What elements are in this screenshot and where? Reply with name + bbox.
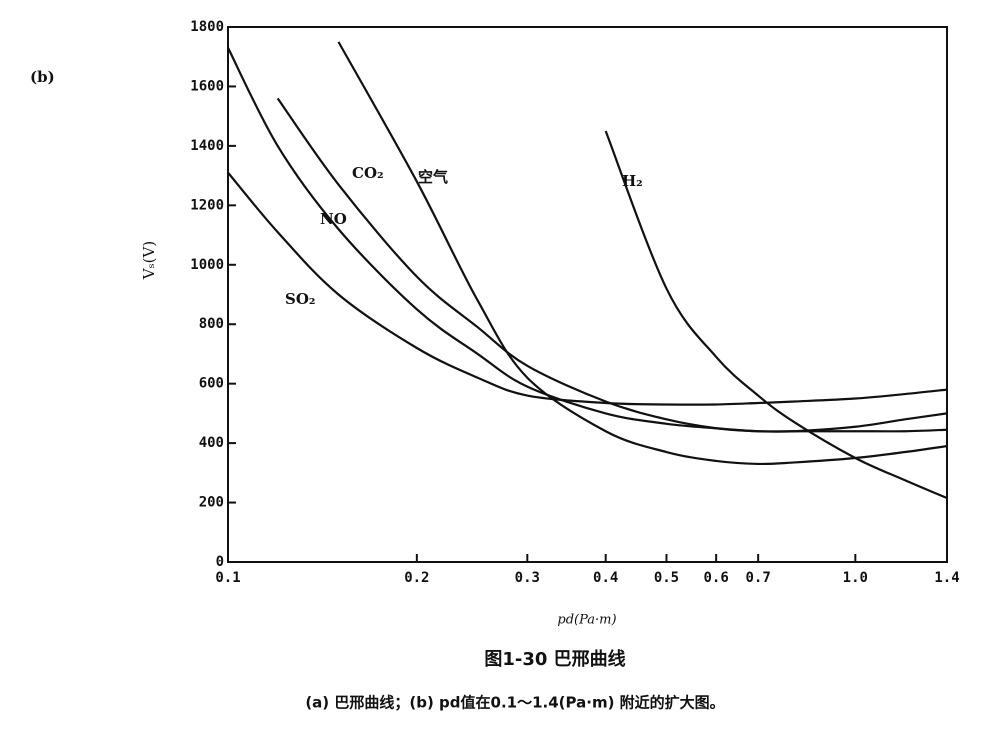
curve-label: H₂: [622, 172, 643, 190]
caption: 图1-30 巴邢曲线: [484, 648, 625, 670]
x-axis-label: pd(Pa·m): [557, 613, 616, 628]
curve-label: CO₂: [352, 164, 384, 182]
x-tick-label: 0.2: [404, 570, 429, 586]
curve: [604, 130, 947, 500]
y-tick-label: 1200: [190, 197, 224, 213]
curve: [276, 97, 947, 433]
y-tick-label: 400: [199, 435, 224, 451]
y-tick-label: 1800: [190, 19, 224, 35]
x-tick-label: 1.0: [843, 570, 868, 586]
x-tick-label: 1.4: [934, 570, 959, 586]
x-tick-label: 0.7: [746, 570, 771, 586]
y-axis-label: Vₛ(V): [140, 241, 158, 280]
curve-label: 空气: [418, 168, 448, 186]
x-tick-label: 0.6: [704, 570, 729, 586]
curve: [228, 47, 947, 433]
x-tick-label: 0.4: [593, 570, 618, 586]
curve-label: SO₂: [285, 290, 315, 308]
y-tick-label: 800: [199, 316, 224, 332]
y-tick-label: 1400: [190, 138, 224, 154]
x-tick-label: 0.5: [654, 570, 679, 586]
y-tick-label: 1600: [190, 78, 224, 94]
plot-frame: [227, 26, 948, 563]
curve: [228, 171, 947, 406]
x-tick-label: 0.1: [215, 570, 240, 586]
y-tick-label: 1000: [190, 257, 224, 273]
x-tick-label: 0.3: [515, 570, 540, 586]
panel-label: (b): [30, 68, 55, 86]
subcaption: (a) 巴邢曲线；(b) pd值在0.1～1.4(Pa·m) 附近的扩大图。: [305, 694, 724, 712]
y-tick-label: 600: [199, 376, 224, 392]
curve-label: NO: [320, 210, 347, 228]
curve: [337, 41, 947, 466]
y-tick-label: 0: [216, 554, 224, 570]
y-tick-label: 200: [199, 495, 224, 511]
